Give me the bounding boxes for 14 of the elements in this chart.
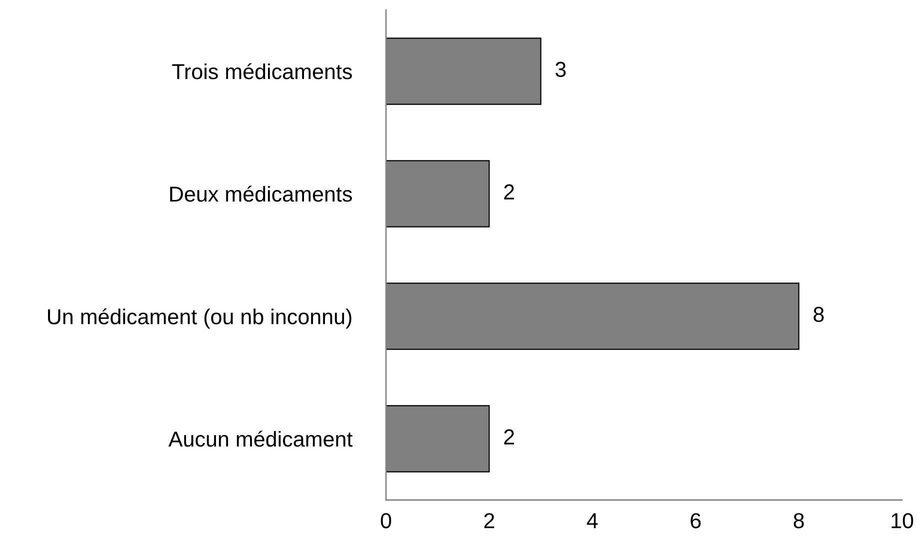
data-label: 8 xyxy=(814,306,824,322)
x-tick-label: 0 xyxy=(380,513,392,528)
x-tick-label: 10 xyxy=(892,513,914,528)
y-tick-label: Aucun médicament xyxy=(168,430,353,447)
data-label: 2 xyxy=(504,429,514,444)
x-tick-label: 4 xyxy=(586,513,598,528)
y-tick-label: Deux médicaments xyxy=(170,186,352,202)
x-tick-label: 6 xyxy=(690,513,701,528)
x-tick-label: 8 xyxy=(794,513,804,528)
data-label: 2 xyxy=(504,184,514,200)
y-tick-label: Un médicament (ou nb inconnu) xyxy=(48,308,352,329)
data-label: 3 xyxy=(556,62,566,78)
x-tick-label: 2 xyxy=(484,513,494,528)
y-tick-label: Trois médicaments xyxy=(172,63,352,80)
